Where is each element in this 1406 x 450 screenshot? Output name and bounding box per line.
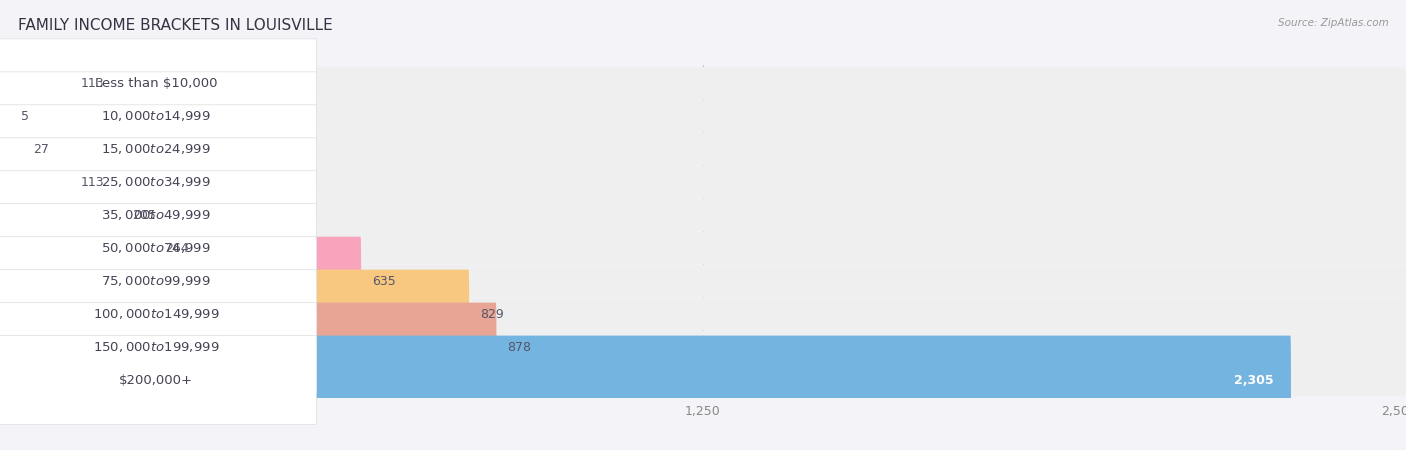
FancyBboxPatch shape xyxy=(0,105,316,194)
Text: 829: 829 xyxy=(479,308,503,321)
FancyBboxPatch shape xyxy=(0,237,316,326)
FancyBboxPatch shape xyxy=(0,265,1406,297)
Text: $15,000 to $24,999: $15,000 to $24,999 xyxy=(101,142,211,156)
FancyBboxPatch shape xyxy=(7,270,470,359)
Text: $10,000 to $14,999: $10,000 to $14,999 xyxy=(101,109,211,123)
FancyBboxPatch shape xyxy=(7,237,361,326)
FancyBboxPatch shape xyxy=(0,67,1406,99)
FancyBboxPatch shape xyxy=(0,232,1406,265)
FancyBboxPatch shape xyxy=(0,204,316,293)
Text: 205: 205 xyxy=(132,209,156,222)
FancyBboxPatch shape xyxy=(0,199,1406,231)
FancyBboxPatch shape xyxy=(0,331,1406,363)
Text: 5: 5 xyxy=(21,110,30,123)
Text: $75,000 to $99,999: $75,000 to $99,999 xyxy=(101,274,211,288)
Text: 264: 264 xyxy=(165,242,188,255)
Text: $100,000 to $149,999: $100,000 to $149,999 xyxy=(93,307,219,321)
FancyBboxPatch shape xyxy=(0,133,1406,166)
Text: $200,000+: $200,000+ xyxy=(120,374,193,387)
FancyBboxPatch shape xyxy=(0,298,1406,330)
Text: $35,000 to $49,999: $35,000 to $49,999 xyxy=(101,208,211,222)
Text: Source: ZipAtlas.com: Source: ZipAtlas.com xyxy=(1278,18,1389,28)
FancyBboxPatch shape xyxy=(7,138,70,227)
FancyBboxPatch shape xyxy=(0,270,316,359)
FancyBboxPatch shape xyxy=(7,72,10,161)
FancyBboxPatch shape xyxy=(0,171,316,260)
FancyBboxPatch shape xyxy=(0,72,316,161)
Text: 27: 27 xyxy=(34,143,49,156)
Text: $50,000 to $74,999: $50,000 to $74,999 xyxy=(101,241,211,255)
Text: 113: 113 xyxy=(82,176,104,189)
FancyBboxPatch shape xyxy=(0,336,316,425)
FancyBboxPatch shape xyxy=(7,336,1291,425)
Text: 113: 113 xyxy=(82,77,104,90)
FancyBboxPatch shape xyxy=(7,204,155,293)
FancyBboxPatch shape xyxy=(0,364,1406,396)
Text: 878: 878 xyxy=(508,341,531,354)
Text: Less than $10,000: Less than $10,000 xyxy=(96,77,218,90)
FancyBboxPatch shape xyxy=(0,166,1406,198)
Text: 635: 635 xyxy=(371,274,395,288)
FancyBboxPatch shape xyxy=(0,100,1406,132)
FancyBboxPatch shape xyxy=(0,39,316,128)
Text: $150,000 to $199,999: $150,000 to $199,999 xyxy=(93,340,219,354)
FancyBboxPatch shape xyxy=(0,303,316,392)
FancyBboxPatch shape xyxy=(0,138,316,227)
Text: $25,000 to $34,999: $25,000 to $34,999 xyxy=(101,176,211,189)
FancyBboxPatch shape xyxy=(7,105,22,194)
Text: 2,305: 2,305 xyxy=(1234,374,1274,387)
FancyBboxPatch shape xyxy=(7,171,122,260)
FancyBboxPatch shape xyxy=(7,39,70,128)
FancyBboxPatch shape xyxy=(7,303,496,392)
Text: FAMILY INCOME BRACKETS IN LOUISVILLE: FAMILY INCOME BRACKETS IN LOUISVILLE xyxy=(18,18,333,33)
